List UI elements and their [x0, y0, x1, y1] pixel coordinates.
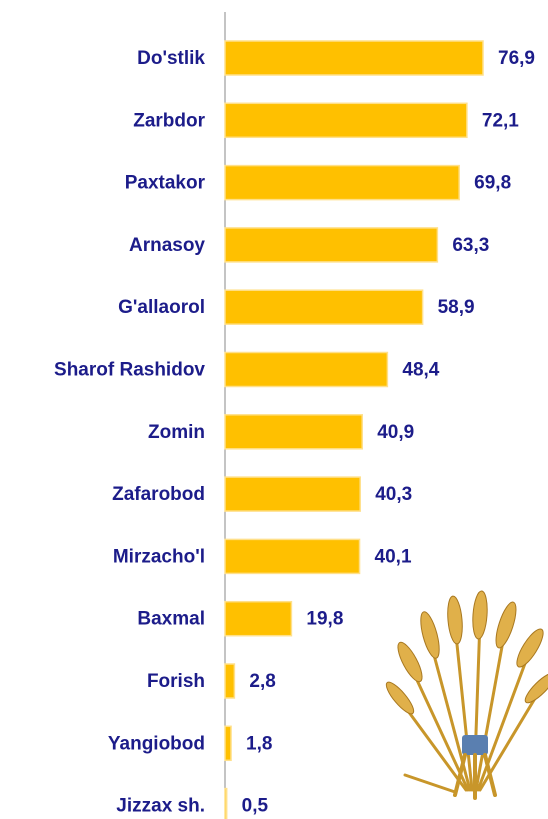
- bar: [225, 602, 291, 636]
- chart: Do'stlik 76,9 Zarbdor 72,1 Paxtakor 69,8 Arnas…: [0, 0, 548, 819]
- bar: [225, 166, 459, 200]
- value-label: 72,1: [482, 110, 519, 131]
- category-label: Yangiobod: [108, 733, 205, 754]
- category-label: Zomin: [148, 422, 205, 443]
- category-label: Arnasoy: [129, 235, 205, 256]
- bar: [225, 477, 360, 511]
- category-label: Baxmal: [137, 609, 205, 630]
- category-label: Jizzax sh.: [116, 796, 205, 817]
- bar: [225, 353, 387, 387]
- bar: [225, 539, 360, 573]
- bar: [225, 41, 483, 75]
- category-label: Zarbdor: [133, 110, 205, 131]
- value-label: 58,9: [438, 297, 475, 318]
- value-label: 76,9: [498, 48, 535, 69]
- value-label: 40,9: [377, 422, 414, 443]
- bar: [225, 789, 227, 819]
- category-label: Do'stlik: [137, 48, 205, 69]
- value-label: 0,5: [242, 796, 269, 817]
- value-label: 40,3: [375, 484, 412, 505]
- value-label: 1,8: [246, 733, 272, 754]
- category-label: G'allaorol: [118, 297, 205, 318]
- value-label: 69,8: [474, 173, 511, 194]
- value-label: 19,8: [306, 609, 343, 630]
- bar: [225, 726, 231, 760]
- value-label: 40,1: [375, 546, 412, 567]
- value-label: 63,3: [452, 235, 489, 256]
- category-label: Paxtakor: [125, 173, 206, 194]
- category-label: Forish: [147, 671, 205, 692]
- page: {"chart_data": {"type": "bar", "orientat…: [0, 0, 548, 819]
- category-label: Mirzacho'l: [113, 546, 205, 567]
- wheat-illustration: [383, 591, 548, 798]
- bar: [225, 290, 423, 324]
- bar: [225, 228, 437, 262]
- bar: [225, 103, 467, 137]
- value-label: 2,8: [249, 671, 275, 692]
- category-label: Zafarobod: [112, 484, 205, 505]
- bar: [225, 664, 234, 698]
- bar: [225, 415, 362, 449]
- value-label: 48,4: [402, 360, 439, 381]
- category-label: Sharof Rashidov: [54, 360, 205, 381]
